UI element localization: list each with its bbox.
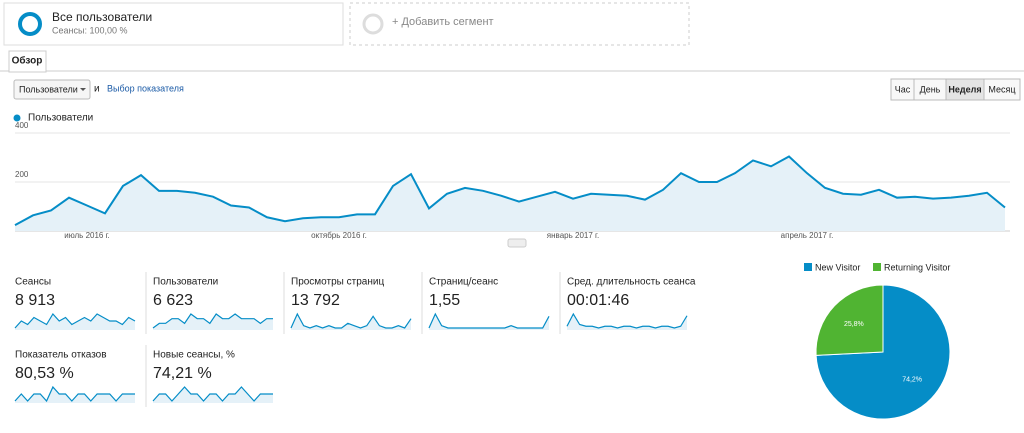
sparkline [566,312,688,329]
sparkline [428,312,550,329]
segment-icon [18,12,42,36]
legend-marker [804,263,812,271]
x-tick-label: январь 2017 г. [547,231,599,240]
segment-box[interactable] [3,2,344,46]
metric-label: Пользователи [153,277,218,288]
add-segment-label: + Добавить сегмент [392,16,494,28]
metric-label: Показатель отказов [15,350,107,361]
metric-value: 8 913 [15,292,55,309]
sparkline-fill [15,387,135,403]
tab-label: Обзор [12,55,43,67]
line-chart: Пользователи 200 400 июль 2016 г. октябрь 20… [13,113,1010,240]
period-label: Час [895,84,911,94]
sparkline-fill [291,314,411,330]
segment-title: Все пользователи [52,10,152,24]
metric-label: Новые сеансы, % [153,350,235,361]
metric-select[interactable] [13,79,91,100]
segment-subtitle: Сеансы: 100,00 % [52,25,127,35]
period-buttons: Час День Неделя Месяц [890,78,1021,101]
legend-marker [13,114,21,122]
metric-value: 00:01:46 [567,292,629,309]
sparkline [14,385,135,403]
metric-value: 6 623 [153,292,193,309]
pie-slice [815,284,884,356]
sparkline-fill [15,314,135,330]
and-label: и [94,84,100,95]
x-tick-label: октябрь 2016 г. [311,231,367,240]
metric-label: Сеансы [15,277,51,288]
period-label: Месяц [988,84,1015,94]
period-label: Неделя [948,84,981,94]
metrics: Сеансы 8 913 Пользователи 6 623 Просмотры ст… [14,272,696,407]
sparkline [152,313,273,329]
tab[interactable] [8,50,47,73]
sparkline [152,386,273,402]
metric-value: 1,55 [429,292,460,309]
period-label: День [920,84,941,94]
sparkline-fill [153,314,273,330]
legend-label: Returning Visitor [884,262,950,272]
metric-value: 13 792 [291,292,340,309]
pie-slice [815,284,951,420]
line [14,155,1006,226]
sparkline-fill [567,314,687,330]
y-tick-label: 200 [15,170,29,179]
metric-label: Сред. длительность сеанса [567,277,696,288]
pie-chart: New Visitor Returning Visitor 74,2% 25,8% [804,262,951,420]
y-tick-label: 400 [15,121,29,130]
metric-value: 80,53 % [15,365,74,382]
pie-label: 25,8% [844,321,864,328]
sparkline [290,312,412,329]
metric-label: Просмотры страниц [291,277,384,288]
area-fill [15,156,1005,231]
pick-metric-link[interactable]: Выбор показателя [107,83,184,93]
pie-label: 74,2% [902,377,922,384]
add-icon [362,13,384,35]
metric-value: 74,21 % [153,365,212,382]
dropdown-arrow [80,88,86,91]
legend-label: New Visitor [815,262,860,272]
add-segment[interactable] [349,2,690,46]
metric-select-label: Пользователи [19,84,78,94]
period-button[interactable] [983,78,1021,101]
metric-label: Страниц/сеанс [429,277,498,288]
sparkline-fill [153,387,273,403]
x-tick-label: апрель 2017 г. [781,231,834,240]
legend-label: Пользователи [28,113,93,124]
legend-marker [873,263,881,271]
x-tick-label: июль 2016 г. [64,231,110,240]
sparkline [14,312,136,329]
chart-handle[interactable] [507,238,527,248]
